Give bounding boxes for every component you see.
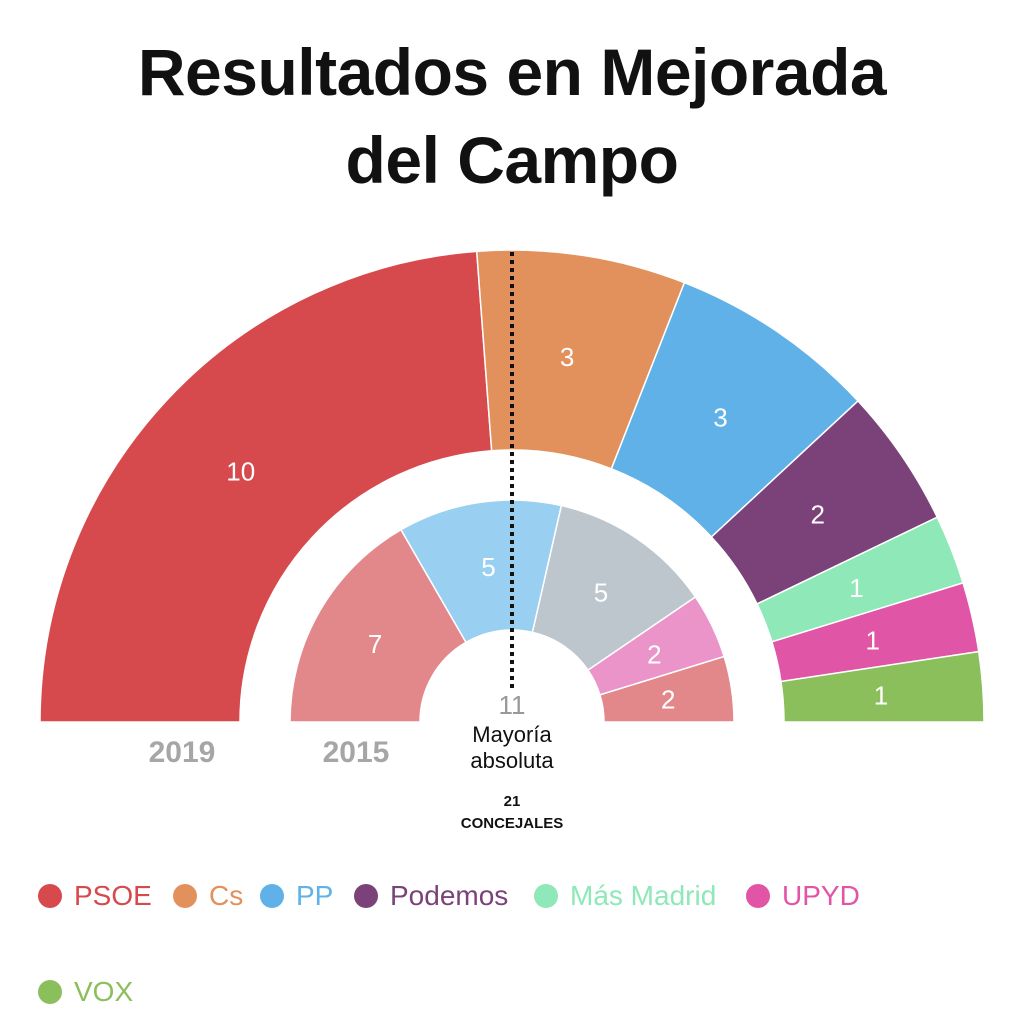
title-line-2: del Campo bbox=[345, 123, 679, 197]
legend-label: UPYD bbox=[782, 880, 860, 911]
ring-2015-segment-1 bbox=[399, 499, 563, 644]
majority-value: 11 bbox=[499, 690, 526, 720]
majority-label-line-2: absoluta bbox=[470, 748, 554, 773]
ring-2019-value-label-2: 3 bbox=[713, 402, 727, 432]
ring-year-label-2019: 2019 bbox=[149, 736, 216, 769]
legend-swatch bbox=[173, 884, 197, 908]
legend-label: Cs bbox=[209, 880, 244, 911]
chart-title: Resultados en Mejorada del Campo bbox=[0, 28, 1024, 204]
legend-swatch bbox=[260, 884, 284, 908]
legend-item: Más Madrid bbox=[534, 880, 716, 912]
legend-swatch bbox=[354, 884, 378, 908]
legend-label: PSOE bbox=[74, 880, 152, 911]
legend-item: Cs bbox=[173, 880, 243, 912]
legend-item: PP bbox=[260, 880, 333, 912]
ring-2015-segment-2 bbox=[531, 504, 697, 672]
ring-2019-segment-6 bbox=[780, 650, 985, 723]
ring-2019-value-label-5: 1 bbox=[865, 626, 879, 656]
title-line-1: Resultados en Mejorada bbox=[137, 35, 887, 109]
ring-2015-value-label-4: 2 bbox=[661, 684, 675, 714]
legend-item: PSOE bbox=[38, 880, 152, 912]
ring-2019-value-label-1: 3 bbox=[560, 342, 574, 372]
total-seats-value: 21 bbox=[504, 793, 521, 810]
legend-swatch bbox=[38, 980, 62, 1004]
legend-swatch bbox=[534, 884, 558, 908]
legend-swatch bbox=[38, 884, 62, 908]
legend-label: VOX bbox=[74, 976, 134, 1007]
legend-item: VOX bbox=[38, 976, 133, 1008]
legend-item: Podemos bbox=[354, 880, 508, 912]
ring-2015-segment-4 bbox=[598, 655, 735, 723]
ring-2019-value-label-6: 1 bbox=[874, 680, 888, 710]
ring-2015-value-label-1: 5 bbox=[481, 552, 495, 582]
majority-label-line-1: Mayoría bbox=[472, 722, 552, 747]
ring-2019-value-label-0: 10 bbox=[226, 456, 255, 486]
legend-label: PP bbox=[296, 880, 334, 911]
legend-label: Podemos bbox=[390, 880, 509, 911]
ring-2015-value-label-3: 2 bbox=[647, 639, 661, 669]
legend-swatch bbox=[746, 884, 770, 908]
total-seats-label: CONCEJALES bbox=[461, 815, 564, 832]
legend-label: Más Madrid bbox=[570, 880, 717, 911]
legend-item: UPYD bbox=[746, 880, 860, 912]
ring-2019-segment-0 bbox=[39, 250, 493, 723]
ring-2015-segment-0 bbox=[289, 528, 468, 723]
ring-year-label-2015: 2015 bbox=[323, 736, 390, 769]
ring-2015-value-label-2: 5 bbox=[594, 577, 608, 607]
ring-2019-value-label-4: 1 bbox=[849, 573, 863, 603]
ring-2015-value-label-0: 7 bbox=[368, 629, 382, 659]
ring-2019-value-label-3: 2 bbox=[810, 500, 824, 530]
